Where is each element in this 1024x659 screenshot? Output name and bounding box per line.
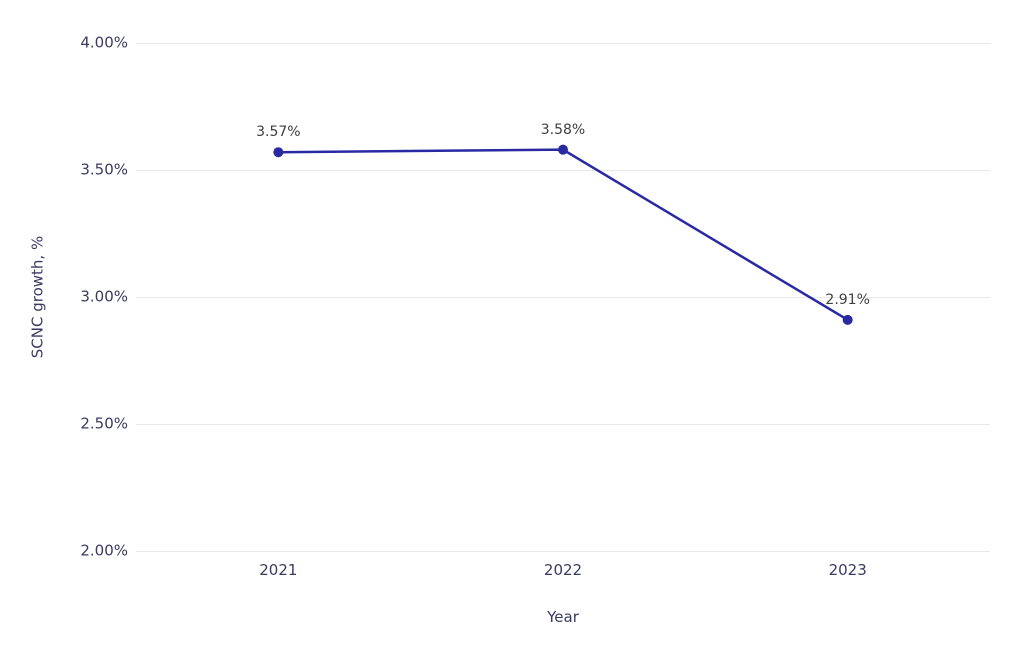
- gridline: [136, 551, 990, 552]
- series-line: [278, 148, 849, 321]
- gridline: [136, 424, 990, 425]
- data-point[interactable]: [558, 144, 568, 155]
- data-point[interactable]: [273, 147, 284, 158]
- x-tick-label: 2022: [543, 561, 583, 579]
- data-point[interactable]: [842, 314, 853, 325]
- data-point-label: 2.91%: [825, 291, 870, 308]
- y-axis-title: SCNC growth, %: [28, 235, 47, 359]
- data-point-label: 3.57%: [256, 124, 301, 141]
- y-tick-label: 3.00%: [80, 287, 128, 306]
- gridline: [136, 43, 990, 44]
- x-axis-title: Year: [547, 608, 579, 626]
- data-point-label: 3.58%: [540, 121, 586, 138]
- y-tick-label: 2.00%: [80, 541, 128, 560]
- x-tick-label: 2021: [259, 561, 298, 579]
- x-tick-label: 2023: [828, 561, 867, 579]
- y-tick-label: 4.00%: [80, 33, 128, 52]
- gridline: [136, 170, 990, 171]
- y-tick-label: 3.50%: [80, 160, 128, 179]
- y-tick-label: 2.50%: [80, 414, 128, 433]
